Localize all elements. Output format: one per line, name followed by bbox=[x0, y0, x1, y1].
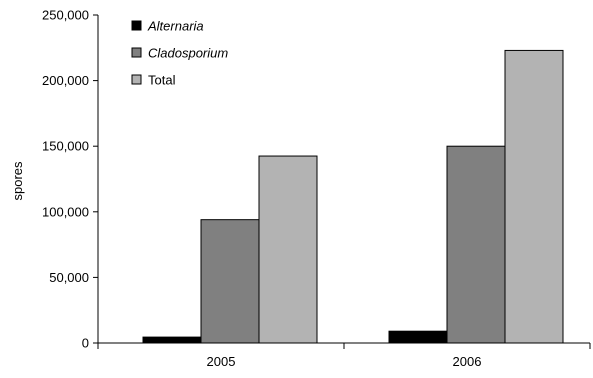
legend-swatch-cladosporium bbox=[131, 47, 142, 58]
legend-label-total: Total bbox=[148, 73, 176, 88]
x-tick-label: 2005 bbox=[207, 354, 236, 369]
legend-swatch-total bbox=[131, 74, 142, 85]
bar-alternaria-2006 bbox=[388, 330, 448, 344]
y-tick-label: 150,000 bbox=[42, 139, 89, 154]
bars-group bbox=[142, 49, 564, 344]
y-tick-label: 50,000 bbox=[49, 270, 89, 285]
bar-alternaria-2005 bbox=[142, 336, 202, 344]
x-tick-label: 2006 bbox=[453, 354, 482, 369]
y-tick-label: 250,000 bbox=[42, 8, 89, 23]
bar-cladosporium-2006 bbox=[446, 145, 506, 344]
legend-label-cladosporium: Cladosporium bbox=[148, 46, 228, 61]
legend: Alternaria Cladosporium Total bbox=[131, 19, 228, 88]
legend-label-alternaria: Alternaria bbox=[147, 19, 204, 34]
y-tick-label: 0 bbox=[82, 336, 89, 351]
bar-total-2005 bbox=[258, 155, 318, 344]
y-tick-label: 100,000 bbox=[42, 204, 89, 219]
axes-group: 2005 2006 0 50,000 100,000 150,000 200,000 250,… bbox=[42, 8, 591, 369]
y-axis-label: spores bbox=[10, 161, 25, 201]
bar-total-2006 bbox=[504, 49, 564, 344]
bar-cladosporium-2005 bbox=[200, 219, 260, 344]
y-tick-label: 200,000 bbox=[42, 73, 89, 88]
legend-swatch-alternaria bbox=[131, 20, 142, 31]
